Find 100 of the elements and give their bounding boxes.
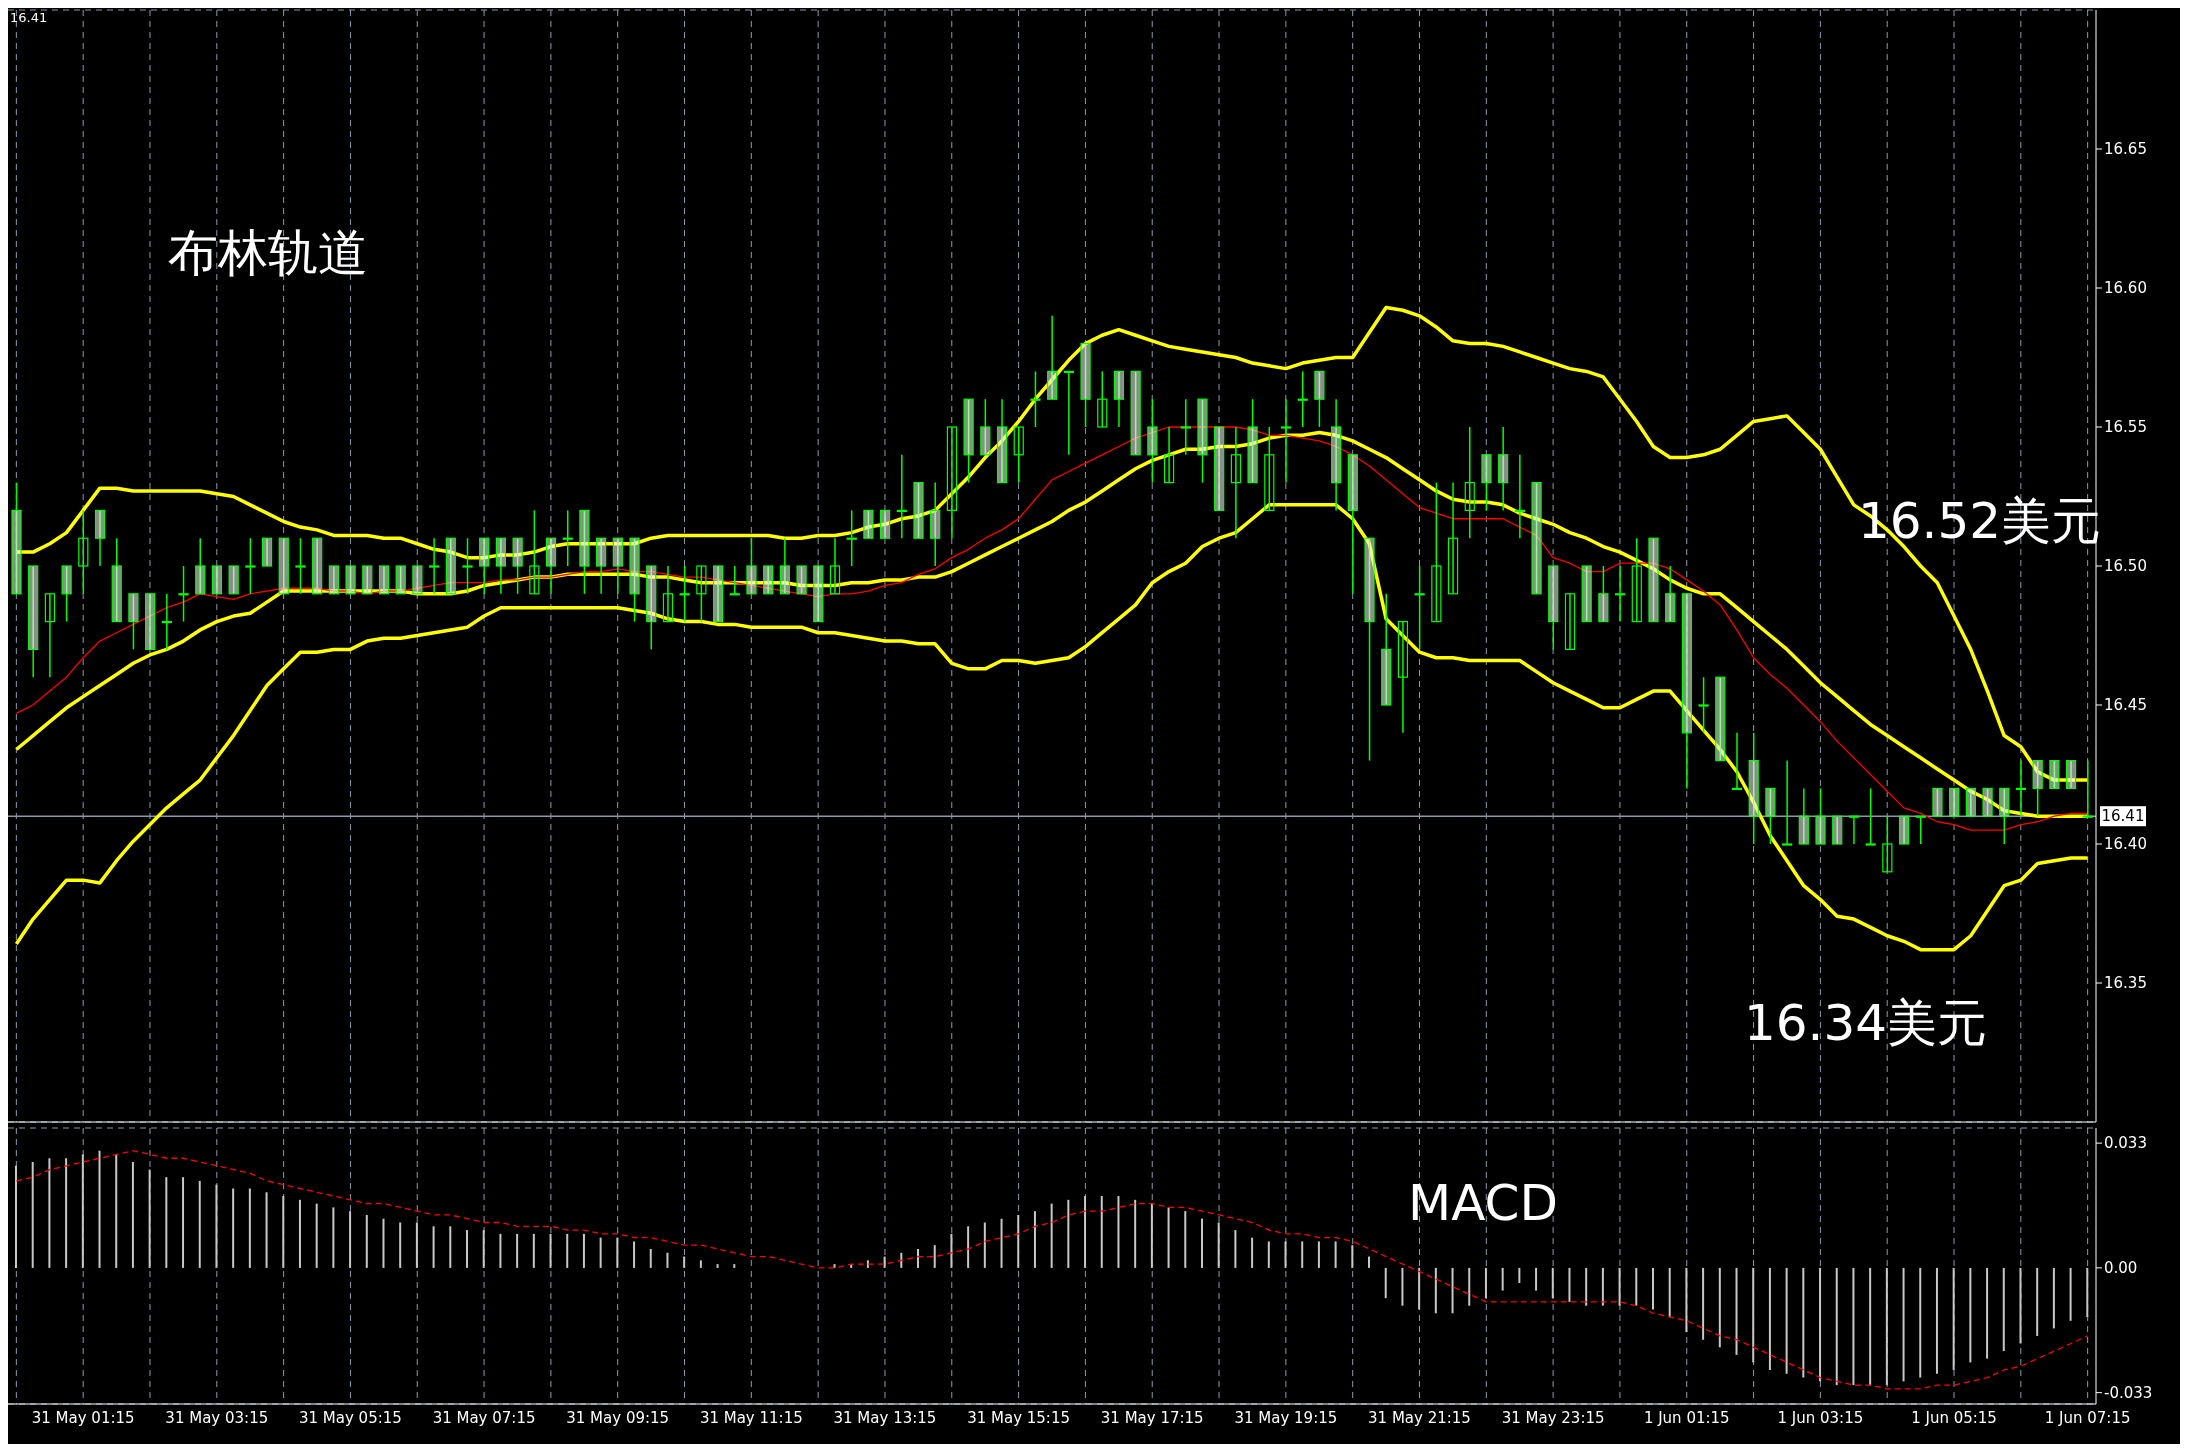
bar: [917, 1248, 920, 1268]
candlestick: [1147, 398, 1158, 484]
bar: [883, 1256, 886, 1268]
candlestick: [345, 565, 356, 595]
bar: [599, 1237, 602, 1268]
candlestick: [495, 537, 507, 595]
bar: [733, 1264, 736, 1268]
bar: [1869, 1267, 1872, 1386]
candlestick: [1314, 370, 1325, 428]
candlestick: [813, 565, 824, 623]
bar: [298, 1199, 301, 1268]
candlestick: [1163, 426, 1175, 484]
x-tick-label: 1 Jun 01:15: [1643, 1408, 1730, 1427]
x-tick-label: 1 Jun 03:15: [1777, 1408, 1864, 1427]
candlestick: [629, 537, 640, 623]
bar: [1033, 1211, 1036, 1268]
candlestick: [245, 537, 256, 595]
bar: [716, 1264, 719, 1268]
bar: [131, 1162, 134, 1268]
bar: [1251, 1237, 1254, 1268]
bar: [2002, 1267, 2005, 1352]
candlestick: [1832, 815, 1843, 845]
candlestick: [1397, 620, 1409, 734]
bar: [1317, 1241, 1320, 1268]
bar: [1200, 1218, 1203, 1268]
candlestick: [996, 398, 1008, 484]
candlestick: [746, 537, 757, 595]
candlestick: [1665, 565, 1676, 623]
bar: [1885, 1267, 1888, 1386]
candlestick: [1965, 787, 1976, 817]
candlestick: [28, 565, 39, 678]
bar: [2069, 1267, 2072, 1321]
candlestick: [1414, 565, 1425, 651]
candlestick: [1782, 759, 1793, 846]
candlestick: [1381, 593, 1392, 706]
bar: [1785, 1267, 1788, 1374]
bar: [98, 1150, 101, 1268]
candlestick: [1498, 426, 1509, 512]
candlestick: [1949, 787, 1960, 817]
candlestick: [195, 537, 206, 595]
candlestick: [1297, 370, 1308, 428]
candlestick: [1364, 537, 1375, 762]
candlestick: [1113, 370, 1125, 428]
candlestick: [479, 537, 490, 595]
bar: [1017, 1214, 1020, 1268]
candlestick: [1063, 370, 1074, 456]
candlestick: [1648, 537, 1659, 623]
bar: [1752, 1267, 1755, 1363]
candlestick: [2082, 759, 2093, 818]
candlestick: [61, 565, 72, 623]
y-tick-label: 16.45: [2104, 696, 2147, 715]
candlestick: [1631, 537, 1642, 623]
bar: [1902, 1267, 1905, 1382]
candlestick: [378, 565, 390, 595]
bar: [1986, 1267, 1989, 1359]
candlestick: [562, 509, 573, 567]
candlestick: [1514, 454, 1525, 539]
candlestick: [1798, 787, 1809, 845]
candlestick: [1898, 815, 1910, 845]
bar: [148, 1169, 151, 1268]
candlestick: [395, 565, 406, 595]
candlestick: [362, 565, 373, 595]
bar: [1267, 1241, 1270, 1268]
candlestick: [880, 509, 891, 539]
bar: [349, 1211, 352, 1268]
x-tick-label: 1 Jun 07:15: [2044, 1408, 2131, 1427]
candlestick: [1581, 565, 1592, 623]
bar: [1451, 1267, 1454, 1314]
candlestick: [1013, 426, 1024, 484]
candlestick: [1598, 565, 1609, 623]
bar: [1501, 1267, 1504, 1291]
bar: [65, 1158, 68, 1268]
candlestick: [295, 537, 306, 595]
candlestick: [763, 565, 774, 595]
bar: [115, 1154, 118, 1268]
bar: [81, 1154, 84, 1268]
y-tick-label: 16.55: [2104, 418, 2147, 437]
bar: [466, 1230, 469, 1268]
bar: [649, 1248, 652, 1268]
bar: [1067, 1199, 1070, 1268]
candlestick: [1765, 787, 1776, 845]
candlestick: [2065, 759, 2077, 790]
candlestick: [1548, 565, 1559, 651]
candlestick: [1999, 787, 2010, 845]
candlestick: [1915, 815, 1926, 845]
candlestick: [896, 454, 907, 539]
candlestick: [1097, 370, 1108, 428]
bar: [1468, 1267, 1471, 1306]
candlestick: [863, 509, 874, 539]
x-tick-label: 31 May 09:15: [566, 1408, 670, 1427]
x-tick-label: 31 May 13:15: [833, 1408, 937, 1427]
bar: [1184, 1211, 1187, 1268]
bar: [950, 1233, 953, 1268]
candlestick: [328, 565, 339, 595]
candlestick: [980, 398, 991, 456]
bar: [1134, 1199, 1137, 1268]
candlestick: [1815, 787, 1826, 845]
candlestick: [930, 481, 941, 567]
candlestick: [1247, 398, 1258, 484]
y-tick-label: 0.00: [2104, 1259, 2138, 1278]
